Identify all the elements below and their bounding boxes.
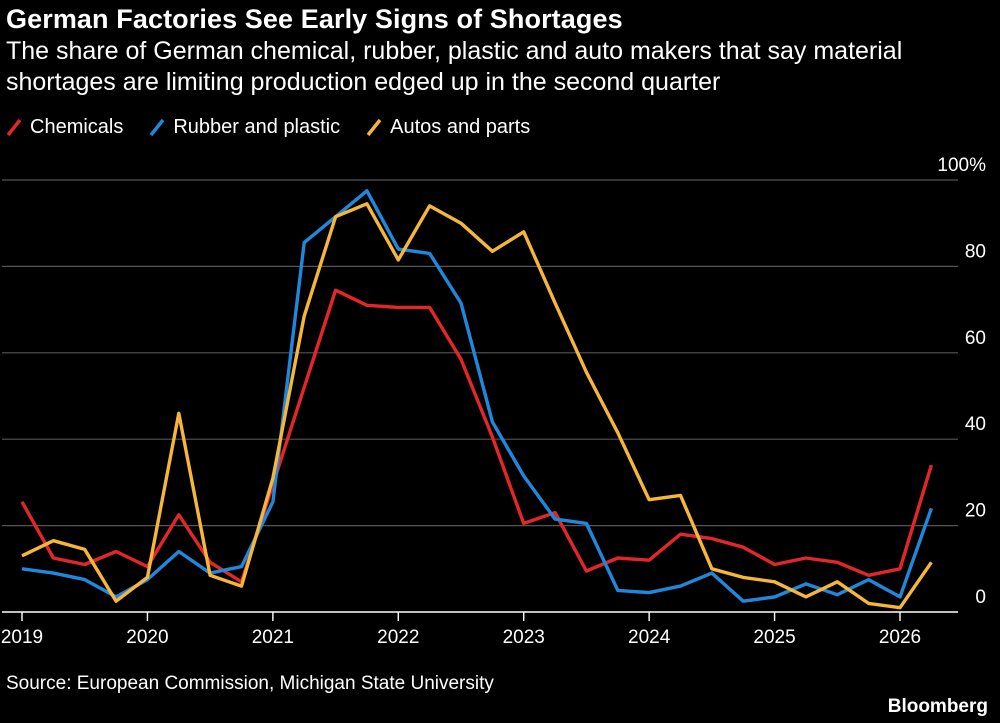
series-line-rubber-and-plastic	[21, 189, 934, 603]
legend-swatch-chemicals	[6, 118, 22, 136]
x-tick-label: 2024	[628, 627, 671, 648]
y-tick-label: 100%	[937, 155, 986, 176]
x-tick-label: 2021	[252, 627, 294, 648]
legend-swatch-autos-and-parts	[366, 118, 382, 136]
x-tick-label: 2020	[126, 627, 168, 648]
x-tick-label: 2023	[503, 627, 545, 648]
y-tick-label: 20	[965, 501, 986, 522]
legend: Chemicals Rubber and plastic Autos and p…	[6, 113, 530, 141]
x-tick-label: 2022	[377, 627, 419, 648]
legend-label-rubber-and-plastic: Rubber and plastic	[173, 115, 341, 138]
legend-label-autos-and-parts: Autos and parts	[390, 115, 531, 138]
x-tick-label: 2026	[879, 627, 921, 648]
y-tick-label: 80	[965, 241, 986, 262]
line-chart: 0 20 40 60 80 100% 2019 2020 2021 2022 2023 2024 202…	[1, 155, 986, 648]
legend-swatch-rubber-and-plastic	[149, 118, 165, 136]
legend-label-chemicals: Chemicals	[30, 115, 124, 138]
chart-title: German Factories See Early Signs of Shor…	[6, 4, 623, 34]
source-note: Source: European Commission, Michigan St…	[6, 673, 494, 694]
y-tick-label: 60	[965, 328, 986, 349]
legend-item-chemicals: Chemicals	[6, 116, 123, 139]
chart-subtitle: The share of German chemical, rubber, pl…	[6, 37, 903, 96]
y-tick-label: 40	[965, 414, 986, 435]
legend-item-rubber-and-plastic: Rubber and plastic	[149, 116, 340, 139]
bloomberg-logo: Bloomberg	[887, 696, 988, 717]
series-line-autos-and-parts	[21, 202, 933, 610]
y-tick-label: 0	[975, 587, 986, 608]
x-tick-label: 2019	[1, 627, 43, 648]
legend-item-autos-and-parts: Autos and parts	[366, 116, 530, 139]
series-line-chemicals	[20, 288, 934, 584]
x-tick-label: 2025	[753, 627, 795, 648]
